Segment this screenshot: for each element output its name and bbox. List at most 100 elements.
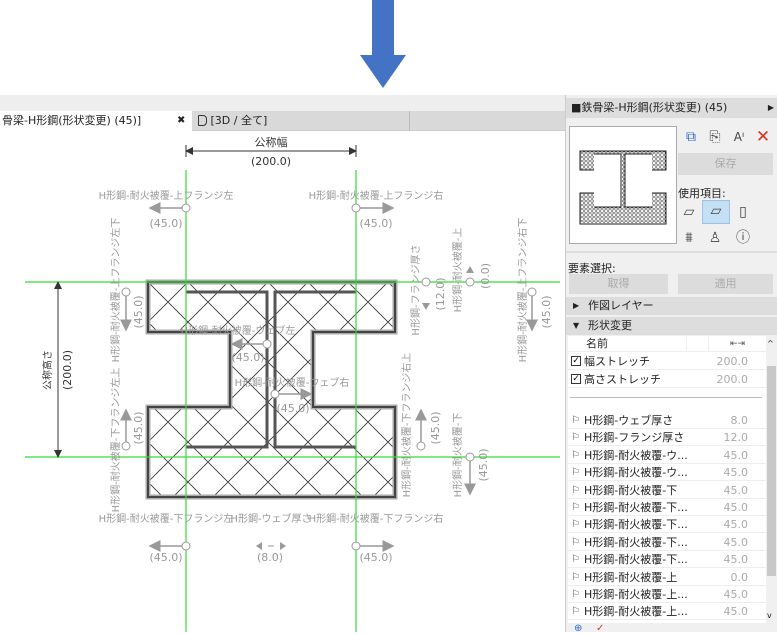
info-icon[interactable]: ⓘ xyxy=(736,230,750,246)
steel-section xyxy=(186,290,356,449)
param-value: (45.0) xyxy=(276,402,309,415)
row-value[interactable]: 45.0 xyxy=(723,535,749,549)
row-name: H形鋼-フランジ厚さ xyxy=(584,431,685,445)
check-icon[interactable]: ✓ xyxy=(596,623,605,634)
column-icon[interactable]: ▯ xyxy=(739,204,747,220)
element-select-label: 要素選択: xyxy=(568,262,616,275)
save-button[interactable]: 保存 xyxy=(678,153,773,175)
cover-bottom-hotspot[interactable]: H形鋼-耐火被覆-下 (45.0) xyxy=(451,413,490,498)
parameter-row[interactable]: ⚐ H形鋼-耐火被覆-下... 45.0 xyxy=(568,516,766,534)
row-name: H形鋼-耐火被覆-下... xyxy=(584,518,688,532)
top-flange-left-bottom-hotspot[interactable]: H形鋼-耐火被覆-上フランジ左下 (45.0) xyxy=(109,218,145,363)
divider xyxy=(570,397,762,398)
nominal-width-dimension[interactable]: 公称幅 (200.0) xyxy=(185,135,357,168)
parameter-row[interactable]: ⚐ H形鋼-耐火被覆-上... 45.0 xyxy=(568,603,766,621)
stretch-row[interactable]: ✓ 高さストレッチ 200.0 xyxy=(568,371,766,388)
scroll-up-icon[interactable]: ^ xyxy=(767,339,774,348)
top-flange-right-bottom-hotspot[interactable]: H形鋼-耐火被覆-上フランジ右下 (45.0) xyxy=(516,218,553,363)
add-parameter-icon[interactable]: ⊕ xyxy=(574,623,583,634)
parameter-flag-icon: ⚐ xyxy=(571,449,580,461)
expand-arrow-icon[interactable]: ▶ xyxy=(767,103,774,112)
section-shape-change[interactable]: ▼ 形状変更 xyxy=(566,317,777,335)
fireproof-cover-shape[interactable] xyxy=(145,279,398,500)
parameter-row[interactable]: ⚐ H形鋼-耐火被覆-下... 45.0 xyxy=(568,499,766,516)
top-flange-right-hotspot[interactable]: H形鋼-耐火被覆-上フランジ右 (45.0) xyxy=(309,189,444,230)
row-value[interactable]: 45.0 xyxy=(723,501,749,514)
web-thickness-hotspot[interactable]: H形鋼-ウェブ厚さ (8.0) xyxy=(230,512,311,564)
railing-icon[interactable]: ⩩ xyxy=(685,230,693,246)
row-value[interactable]: 200.0 xyxy=(716,373,749,386)
row-name: H形鋼-耐火被覆-上 xyxy=(584,570,678,584)
tab-3d[interactable]: [3D / 全て] xyxy=(194,111,410,131)
scroll-thumb[interactable] xyxy=(767,366,776,576)
profile-drawing[interactable]: 公称幅 (200.0) 公称高さ (200.0) H形鋼-耐火被覆-上フランジ左… xyxy=(0,0,565,632)
add-profile-icon[interactable]: ⧉ xyxy=(686,129,696,145)
apply-button[interactable]: 適用 xyxy=(678,274,773,294)
param-label: H形鋼-耐火被覆-上フランジ右下 xyxy=(516,218,529,363)
delete-icon[interactable]: ✕ xyxy=(755,127,771,147)
section-drawing-layer[interactable]: ▶ 作図レイヤー xyxy=(566,297,777,315)
row-value[interactable]: 45.0 xyxy=(723,518,749,532)
checkbox[interactable]: ✓ xyxy=(571,356,581,366)
row-value[interactable]: 12.0 xyxy=(723,431,749,445)
row-value[interactable]: 45.0 xyxy=(723,466,749,480)
row-value[interactable]: 45.0 xyxy=(723,588,749,601)
profile-panel: ■鉄骨梁-H形鋼(形状変更) (45) ▶ ⧉ ⎘ Aᴵ ✕ 保存 使用項目: … xyxy=(565,95,777,634)
cover-top-hotspot[interactable]: H形鋼-耐火被覆-上 (0.0) xyxy=(451,228,492,313)
top-flange-left-hotspot[interactable]: H形鋼-耐火被覆-上フランジ左 (45.0) xyxy=(99,189,234,230)
tab-profile-editor[interactable]: 骨梁-H形鋼(形状変更) (45)] ✖ xyxy=(0,111,192,131)
row-value[interactable]: 45.0 xyxy=(723,483,749,497)
parameter-flag-icon: ⚐ xyxy=(571,554,580,566)
used-items-label: 使用項目: xyxy=(678,187,726,200)
row-value[interactable]: 45.0 xyxy=(723,605,749,619)
param-value: (45.0) xyxy=(477,448,490,481)
bottom-flange-left-top-hotspot[interactable]: H形鋼-耐火被覆-下フランジ左上 (45.0) xyxy=(109,368,145,513)
row-value[interactable]: 0.0 xyxy=(730,570,749,584)
row-value[interactable]: 200.0 xyxy=(716,355,749,368)
nominal-height-dimension[interactable]: 公称高さ (200.0) xyxy=(41,281,74,458)
row-value[interactable]: 45.0 xyxy=(723,448,749,462)
down-arrow-icon xyxy=(360,0,406,88)
scrollbar[interactable]: ^ v xyxy=(766,336,777,623)
param-value: (45.0) xyxy=(149,217,182,230)
nominal-width-value: (200.0) xyxy=(251,155,291,168)
get-button[interactable]: 取得 xyxy=(569,274,668,294)
row-value[interactable]: 45.0 xyxy=(723,553,749,567)
param-label: H形鋼-耐火被覆-ウェブ左 xyxy=(181,324,296,337)
beam-icon[interactable]: ⏥ xyxy=(702,200,730,224)
parameter-row[interactable]: ⚐ H形鋼-フランジ厚さ 12.0 xyxy=(568,429,766,447)
tab-label: 骨梁-H形鋼(形状変更) (45)] xyxy=(2,114,142,127)
parameter-row[interactable]: ⚐ H形鋼-耐火被覆-ウ... 45.0 xyxy=(568,464,766,482)
bottom-flange-left-hotspot[interactable]: H形鋼-耐火被覆-下フランジ左 (45.0) xyxy=(99,512,234,564)
column-name-header[interactable]: 名前 xyxy=(586,337,608,350)
nominal-height-value: (200.0) xyxy=(61,350,74,390)
bottom-flange-right-hotspot[interactable]: H形鋼-耐火被覆-下フランジ右 (45.0) xyxy=(309,512,444,564)
param-label: H形鋼-耐火被覆-ウェブ右 xyxy=(235,376,350,389)
panel-header[interactable]: ■鉄骨梁-H形鋼(形状変更) (45) ▶ xyxy=(566,98,777,118)
parameter-row[interactable]: ⚐ H形鋼-耐火被覆-上... 45.0 xyxy=(568,586,766,603)
web-right-hotspot[interactable]: H形鋼-耐火被覆-ウェブ右 (45.0) xyxy=(235,376,350,415)
table-header: 名前 ⇤⇥ xyxy=(568,336,766,352)
wall-icon[interactable]: ▱ xyxy=(683,204,695,220)
parameter-row[interactable]: ⚐ H形鋼-耐火被覆-下... 45.0 xyxy=(568,551,766,569)
web-left-hotspot[interactable]: H形鋼-耐火被覆-ウェブ左 (45.0) xyxy=(181,324,296,364)
bottom-flange-right-top-hotspot[interactable]: H形鋼-耐火被覆-下フランジ右上 (45.0) xyxy=(400,353,442,498)
stretch-row[interactable]: ✓ 幅ストレッチ 200.0 xyxy=(568,353,766,370)
parameter-row[interactable]: ⚐ H形鋼-耐火被覆-ウ... 45.0 xyxy=(568,446,766,464)
row-value[interactable]: 8.0 xyxy=(730,414,749,427)
parameter-flag-icon: ⚐ xyxy=(571,432,580,444)
parameter-row[interactable]: ⚐ H形鋼-耐火被覆-下 45.0 xyxy=(568,481,766,499)
parameter-row[interactable]: ⚐ H形鋼-耐火被覆-下... 45.0 xyxy=(568,533,766,551)
duplicate-icon[interactable]: ⎘ xyxy=(709,129,721,145)
parameter-row[interactable]: ⚐ H形鋼-ウェブ厚さ 8.0 xyxy=(568,412,766,429)
checkbox[interactable]: ✓ xyxy=(571,374,581,384)
scroll-down-icon[interactable]: v xyxy=(767,611,772,620)
rename-icon[interactable]: Aᴵ xyxy=(733,130,745,144)
parameter-flag-icon: ⚐ xyxy=(571,415,580,426)
param-label: H形鋼-耐火被覆-下フランジ左 xyxy=(99,512,234,525)
close-icon[interactable]: ✖ xyxy=(177,115,186,126)
row-name: H形鋼-ウェブ厚さ xyxy=(584,414,674,427)
parameter-row[interactable]: ⚐ H形鋼-耐火被覆-上 0.0 xyxy=(568,568,766,586)
flange-thickness-hotspot[interactable]: H形鋼-フランジ厚さ (12.0) xyxy=(409,244,447,335)
object-icon[interactable]: ♙ xyxy=(708,230,722,246)
